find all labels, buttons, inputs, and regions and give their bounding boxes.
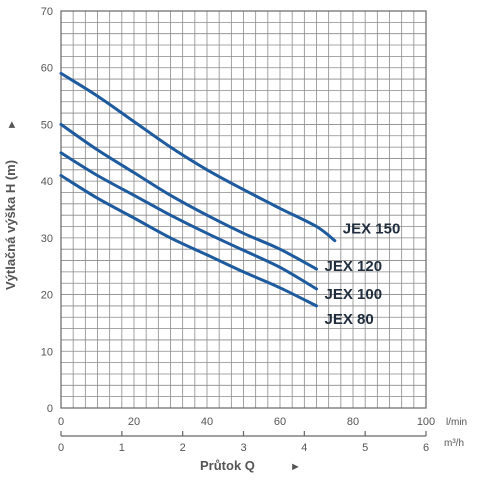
x-unit-m3h: m³/h <box>444 438 464 449</box>
x-tick-label-lmin: 60 <box>274 416 286 428</box>
x-unit-lmin: l/min <box>446 417 467 428</box>
x-tick-label-lmin: 0 <box>58 416 64 428</box>
x-tick-label-m3h: 4 <box>301 442 307 454</box>
series-label-jex-80: JEX 80 <box>325 311 374 328</box>
series-line-jex-120 <box>59 122 318 271</box>
y-axis-arrow: ► <box>6 119 18 130</box>
x-tick-label-lmin: 20 <box>128 416 140 428</box>
y-tick-label: 30 <box>41 233 53 245</box>
grid <box>61 11 426 408</box>
x-tick-label-lmin: 40 <box>201 416 213 428</box>
y-tick-label: 70 <box>41 6 53 18</box>
series-label-jex-120: JEX 120 <box>325 258 383 275</box>
x-tick-label-m3h: 0 <box>58 442 64 454</box>
x-tick-label-m3h: 3 <box>240 442 246 454</box>
y-tick-label: 60 <box>41 63 53 75</box>
x-tick-label-lmin: 80 <box>347 416 359 428</box>
series-labels: JEX 150 JEX 120 JEX 100 JEX 80 <box>325 221 401 328</box>
x-axis-title: Průtok Q <box>200 458 255 473</box>
series-line-jex-80 <box>59 174 318 308</box>
series-label-jex-150: JEX 150 <box>343 221 401 238</box>
y-tick-label: 0 <box>47 403 53 415</box>
y-tick-label: 10 <box>41 346 53 358</box>
x-tick-label-m3h: 1 <box>119 442 125 454</box>
y-axis-title: Výtlačná výška H (m) <box>3 160 18 290</box>
plot-frame <box>60 10 427 409</box>
y-axis-ticks: 0 10 20 30 40 50 60 70 <box>41 6 53 415</box>
x-tick-label-lmin: 100 <box>417 416 435 428</box>
y-tick-label: 40 <box>41 176 53 188</box>
y-tick-label: 20 <box>41 290 53 302</box>
x-tick-label-m3h: 2 <box>180 442 186 454</box>
x-tick-label-m3h: 6 <box>423 442 429 454</box>
series-line-jex-150 <box>59 71 337 243</box>
x-tick-label-m3h: 5 <box>362 442 368 454</box>
series-curves <box>59 71 337 308</box>
series-line-jex-100 <box>59 151 318 291</box>
y-tick-label: 50 <box>41 119 53 131</box>
x-axis-ticks-lmin: 0 20 40 60 80 100 <box>58 416 435 428</box>
x-axis-arrow: ► <box>290 461 301 473</box>
x-axis-ticks-m3h: 0 1 2 3 4 5 6 <box>58 431 429 454</box>
series-label-jex-100: JEX 100 <box>325 286 383 303</box>
